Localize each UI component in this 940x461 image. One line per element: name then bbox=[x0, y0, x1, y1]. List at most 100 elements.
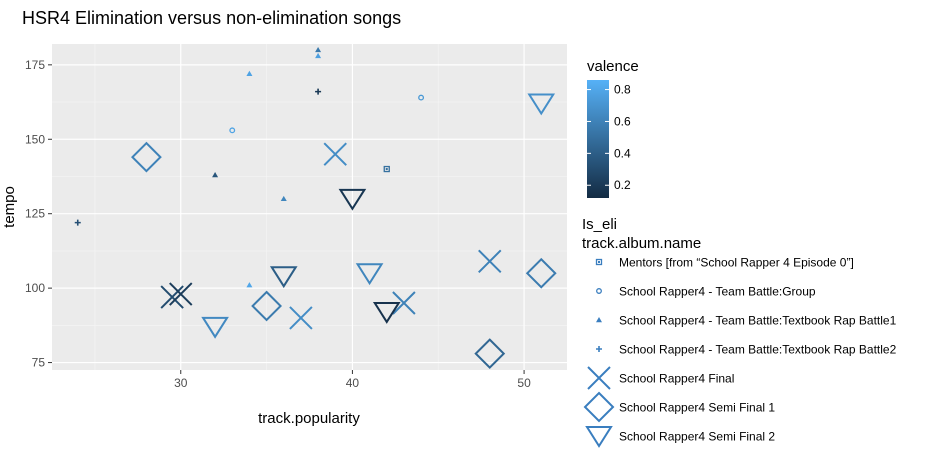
legend-entry: School Rapper4 - Team Battle:Textbook Ra… bbox=[596, 343, 897, 357]
data-point bbox=[169, 282, 193, 306]
chart-title: HSR4 Elimination versus non-elimination … bbox=[22, 8, 401, 28]
point-circle bbox=[229, 127, 236, 134]
data-point bbox=[323, 142, 347, 166]
data-point bbox=[418, 94, 425, 101]
point-x bbox=[392, 291, 416, 315]
point-triangle-up bbox=[280, 195, 287, 202]
data-point bbox=[527, 93, 556, 116]
data-point bbox=[280, 195, 287, 202]
y-tick-label: 150 bbox=[25, 132, 45, 146]
data-point bbox=[131, 141, 162, 173]
legend-label: School Rapper4 Final bbox=[619, 372, 734, 386]
legend-label: Mentors [from “School Rapper 4 Episode 0… bbox=[619, 256, 854, 270]
colorbar-tick-label: 0.4 bbox=[614, 146, 631, 160]
point-square bbox=[595, 258, 603, 266]
point-triangle-down bbox=[269, 266, 298, 289]
data-point bbox=[269, 266, 298, 289]
point-triangle-down bbox=[338, 188, 367, 211]
x-axis-ticks: 30 40 50 bbox=[174, 370, 531, 390]
legend-entry: Mentors [from “School Rapper 4 Episode 0… bbox=[595, 256, 854, 270]
colorbar-tick-label: 0.2 bbox=[614, 178, 631, 192]
point-triangle-down bbox=[585, 426, 613, 448]
data-point bbox=[315, 88, 322, 95]
legend-label: School Rapper4 Semi Final 2 bbox=[619, 430, 775, 444]
data-point bbox=[383, 165, 390, 173]
x-tick-label: 40 bbox=[346, 376, 360, 390]
x-tick-label: 30 bbox=[174, 376, 188, 390]
data-point bbox=[160, 285, 184, 309]
point-circle bbox=[596, 288, 602, 294]
legend-entry: School Rapper4 - Team Battle:Group bbox=[596, 285, 816, 299]
legend-title-line2: track.album.name bbox=[582, 235, 701, 252]
legend: Mentors [from “School Rapper 4 Episode 0… bbox=[583, 256, 897, 448]
data-point bbox=[251, 290, 282, 322]
point-plus bbox=[315, 88, 322, 95]
point-x bbox=[323, 142, 347, 166]
data-point bbox=[246, 282, 253, 288]
y-tick-label: 75 bbox=[32, 356, 46, 370]
y-tick-label: 100 bbox=[25, 281, 45, 295]
colorbar-ticks: 0.2 0.4 0.6 0.8 bbox=[587, 83, 631, 192]
legend-entry: School Rapper4 Semi Final 2 bbox=[585, 426, 775, 448]
point-diamond bbox=[251, 290, 282, 322]
legend-key bbox=[595, 258, 603, 266]
data-point bbox=[372, 301, 401, 324]
data-point bbox=[474, 338, 506, 370]
data-point bbox=[478, 249, 502, 274]
point-triangle-down bbox=[355, 263, 384, 286]
point-triangle-down bbox=[201, 316, 229, 339]
data-point bbox=[201, 316, 229, 339]
x-axis-label: track.popularity bbox=[258, 410, 360, 427]
point-x bbox=[169, 282, 193, 306]
point-diamond bbox=[131, 141, 162, 173]
point-x bbox=[478, 249, 502, 274]
data-point bbox=[315, 46, 322, 53]
colorbar-tick-label: 0.8 bbox=[614, 83, 631, 97]
grid-major bbox=[52, 44, 567, 370]
data-point bbox=[289, 306, 313, 330]
y-axis-label: tempo bbox=[1, 186, 18, 228]
point-triangle-up bbox=[246, 282, 253, 288]
point-square-dot bbox=[598, 261, 600, 263]
point-triangle-up bbox=[212, 171, 219, 178]
point-plus bbox=[596, 346, 602, 352]
point-triangle-up bbox=[246, 70, 253, 76]
legend-label: School Rapper4 - Team Battle:Textbook Ra… bbox=[619, 314, 897, 328]
y-tick-label: 125 bbox=[25, 207, 45, 221]
legend-label: School Rapper4 Semi Final 1 bbox=[619, 401, 775, 415]
point-triangle-up bbox=[596, 317, 602, 323]
plot-panel bbox=[52, 44, 567, 370]
data-point bbox=[392, 291, 416, 315]
legend-key bbox=[596, 317, 602, 323]
legend-entry: School Rapper4 - Team Battle:Textbook Ra… bbox=[596, 314, 897, 328]
legend-key bbox=[587, 366, 611, 390]
y-tick-label: 175 bbox=[25, 58, 45, 72]
point-square bbox=[383, 165, 390, 173]
legend-key bbox=[596, 346, 602, 352]
legend-key bbox=[585, 426, 613, 448]
data-point bbox=[315, 52, 322, 59]
point-plus bbox=[74, 219, 81, 226]
colorbar-tick-label: 0.6 bbox=[614, 114, 631, 128]
data-point bbox=[338, 188, 367, 211]
point-diamond bbox=[474, 338, 506, 370]
data-point bbox=[355, 263, 384, 286]
point-triangle-up bbox=[315, 52, 322, 59]
legend-title-line1: Is_eli bbox=[582, 216, 617, 233]
point-circle bbox=[418, 94, 425, 101]
point-triangle-down bbox=[527, 93, 556, 116]
data-point bbox=[212, 171, 219, 178]
point-diamond bbox=[583, 391, 615, 423]
data-point bbox=[229, 127, 236, 134]
point-x bbox=[160, 285, 184, 309]
point-square-dot bbox=[385, 168, 388, 171]
data-point bbox=[74, 219, 81, 226]
legend-entry: School Rapper4 Final bbox=[587, 366, 734, 390]
legend-entry: School Rapper4 Semi Final 1 bbox=[583, 391, 775, 423]
point-triangle-down bbox=[372, 301, 401, 324]
legend-key bbox=[583, 391, 615, 423]
legend-label: School Rapper4 - Team Battle:Textbook Ra… bbox=[619, 343, 897, 357]
colorbar-title: valence bbox=[587, 58, 639, 75]
data-point bbox=[246, 70, 253, 76]
